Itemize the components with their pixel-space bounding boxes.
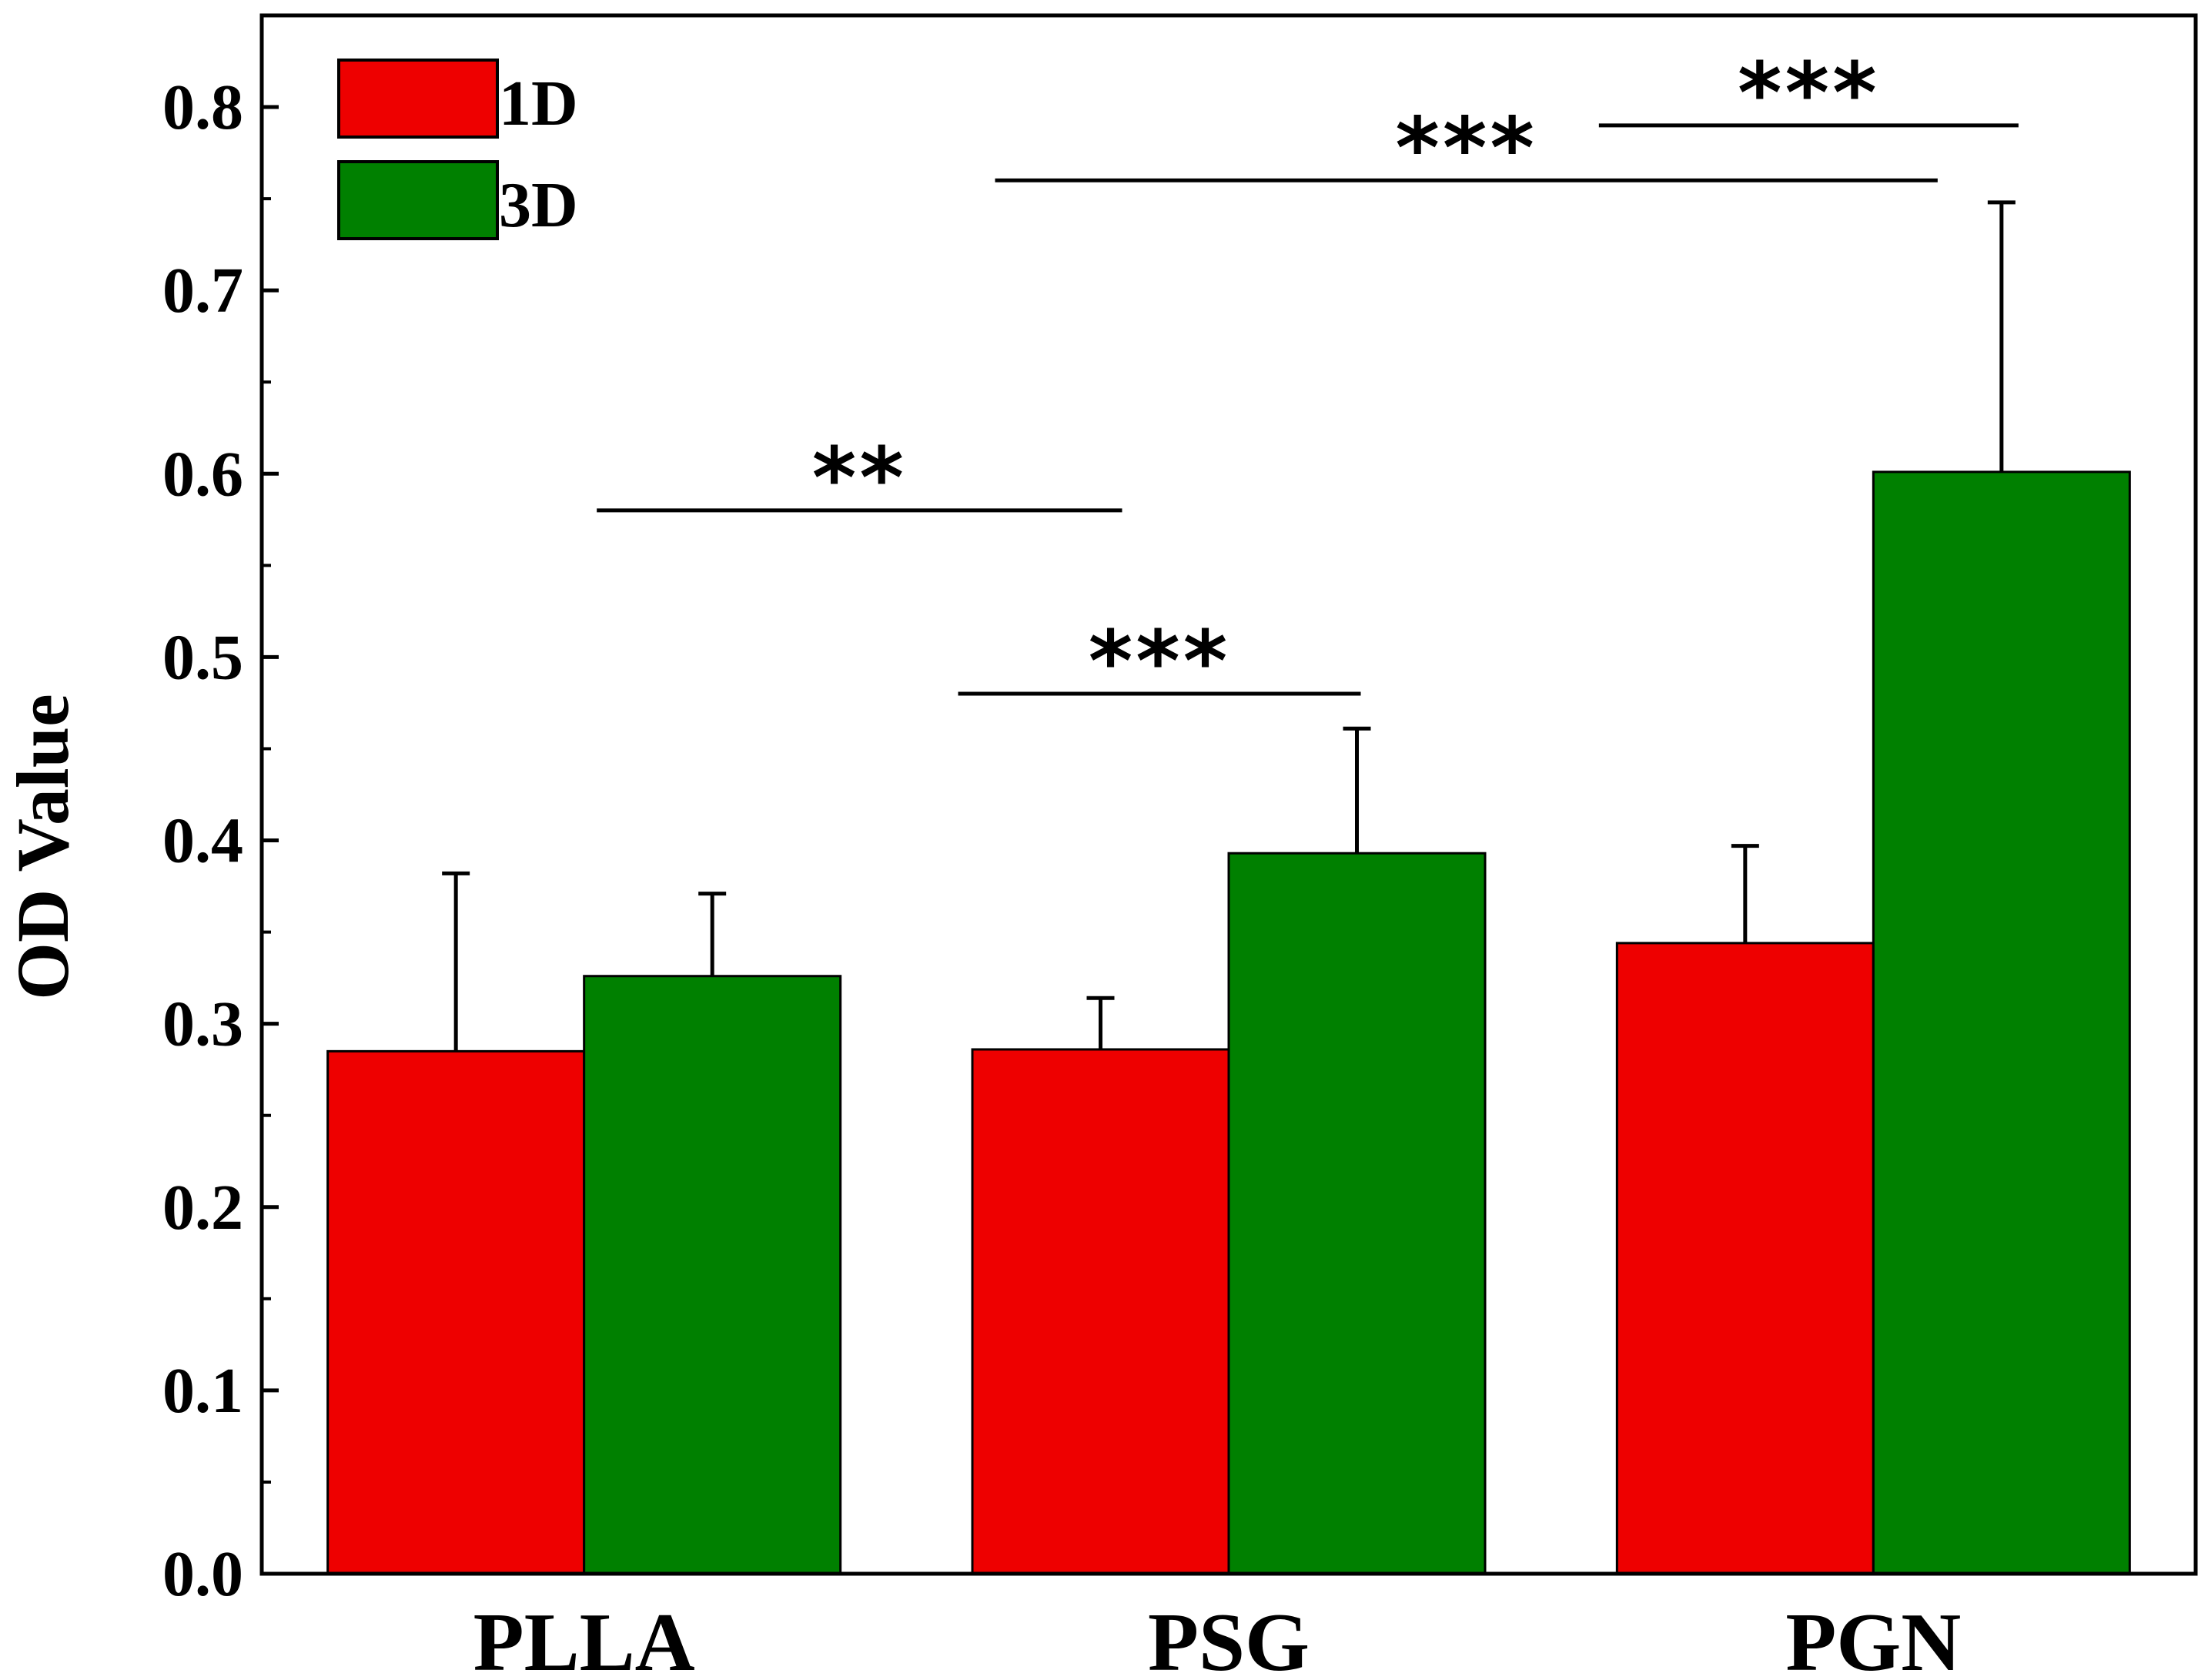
bar-plla-3d — [583, 975, 842, 1575]
plot-frame — [259, 13, 2198, 1576]
y-tick-label: 0.3 — [162, 989, 243, 1060]
error-bars-layer — [442, 200, 2016, 1052]
significance-label-3: *** — [1089, 612, 1231, 711]
significance-label-1: *** — [1738, 44, 1880, 142]
significance-label-2: ** — [812, 429, 907, 527]
x-tick-label-plla: PLLA — [473, 1597, 695, 1680]
y-tick-label: 0.5 — [162, 621, 243, 693]
significance-label-0: *** — [1395, 99, 1537, 197]
x-tick-label-pgn: PGN — [1785, 1597, 1961, 1680]
legend-label-3d: 3D — [499, 169, 578, 241]
axes-layer: 0.0 0.1 0.2 0.3 0.4 0.5 0.6 0.7 0.8 PLLA PSG PGN — [162, 72, 1961, 1680]
significance-layer: *********** — [597, 44, 2019, 711]
legend: 1D 3D — [337, 59, 578, 241]
bar-psg-3d — [1227, 852, 1487, 1575]
legend-label-1d: 1D — [499, 68, 578, 139]
y-tick-label: 0.4 — [162, 805, 243, 877]
y-axis-title: OD Value — [2, 694, 84, 999]
y-tick-label: 0.8 — [162, 72, 243, 143]
y-tick-label: 0.7 — [162, 255, 243, 326]
bar-pgn-3d — [1872, 470, 2131, 1575]
x-tick-label-psg: PSG — [1148, 1597, 1310, 1680]
y-tick-label: 0.2 — [162, 1172, 243, 1243]
legend-swatch-3d — [337, 160, 499, 240]
y-tick-label: 0.6 — [162, 438, 243, 510]
bar-psg-1d — [971, 1048, 1230, 1575]
bars-layer — [326, 470, 2131, 1575]
y-tick-label: 0.0 — [162, 1538, 243, 1610]
y-tick-label: 0.1 — [162, 1355, 243, 1427]
bar-pgn-1d — [1615, 942, 1875, 1575]
legend-swatch-1d — [337, 59, 499, 139]
bar-plla-1d — [326, 1049, 586, 1575]
